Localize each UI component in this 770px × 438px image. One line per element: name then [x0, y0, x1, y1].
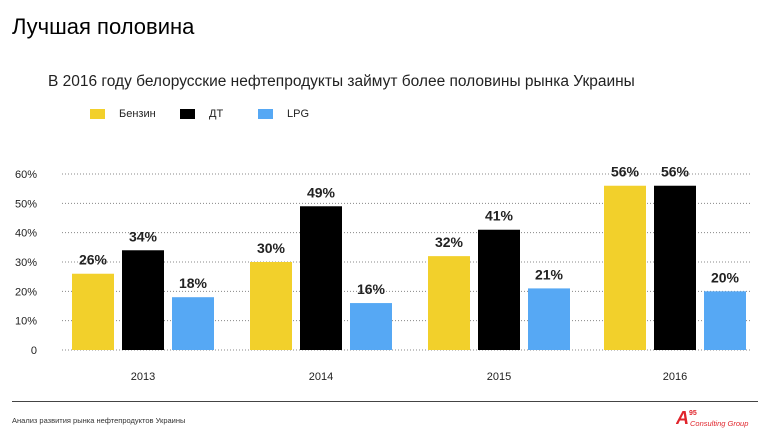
data-label: 16% [357, 281, 386, 297]
x-tick-label: 2015 [487, 371, 511, 383]
data-label: 56% [661, 164, 690, 180]
logo-mark: A [676, 408, 689, 428]
data-label: 34% [129, 228, 158, 244]
legend-label-lpg: LPG [287, 108, 310, 120]
legend-swatch-lpg [258, 109, 273, 119]
data-label: 32% [435, 234, 464, 250]
logo-text: Consulting Group [690, 419, 748, 428]
bar-ДТ-2016 [654, 185, 696, 350]
data-label: 21% [535, 266, 564, 282]
y-tick-label: 10% [15, 316, 37, 328]
bar-LPG-2015 [528, 288, 570, 350]
bar-Бензин-2016 [604, 185, 646, 350]
footer-note: Анализ развития рынка нефтепродуктов Укр… [12, 416, 186, 425]
y-tick-label: 0 [31, 345, 37, 357]
bar-Бензин-2013 [72, 273, 114, 350]
legend-item-dt: ДТ [180, 108, 223, 120]
legend-item-lpg: LPG [258, 108, 309, 120]
company-logo: A 95 Consulting Group [676, 408, 748, 428]
data-label: 26% [79, 252, 108, 268]
bar-Бензин-2015 [428, 256, 470, 350]
legend-swatch-benzin [90, 109, 105, 119]
data-label: 20% [711, 269, 740, 285]
y-tick-label: 20% [15, 286, 37, 298]
bar-LPG-2014 [350, 303, 392, 350]
legend-label-dt: ДТ [209, 108, 224, 120]
bar-LPG-2016 [704, 291, 746, 350]
bar-ДТ-2013 [122, 250, 164, 350]
data-label: 18% [179, 275, 208, 291]
bar-LPG-2013 [172, 297, 214, 350]
slide-title: Лучшая половина [12, 14, 195, 39]
data-label: 30% [257, 240, 286, 256]
x-tick-label: 2014 [309, 371, 333, 383]
bar-chart: 0 10% 20% 30% 40% 50% 60% 26% 34% 18% 2013 30% 49% 16… [15, 164, 752, 383]
bar-ДТ-2015 [478, 229, 520, 350]
legend-item-benzin: Бензин [90, 108, 156, 120]
y-tick-label: 50% [15, 198, 37, 210]
y-tick-label: 60% [15, 169, 37, 181]
data-label: 41% [485, 208, 514, 224]
legend-label-benzin: Бензин [119, 108, 156, 120]
logo-superscript: 95 [689, 410, 697, 417]
x-tick-label: 2013 [131, 371, 155, 383]
data-label: 49% [307, 184, 336, 200]
x-tick-label: 2016 [663, 371, 687, 383]
footer-divider [12, 401, 758, 402]
bar-Бензин-2014 [250, 262, 292, 350]
legend-swatch-dt [180, 109, 195, 119]
y-tick-label: 40% [15, 228, 37, 240]
data-label: 56% [611, 164, 640, 180]
y-tick-label: 30% [15, 257, 37, 269]
bar-ДТ-2014 [300, 206, 342, 350]
chart-subtitle: В 2016 году белорусские нефтепродукты за… [48, 73, 635, 90]
